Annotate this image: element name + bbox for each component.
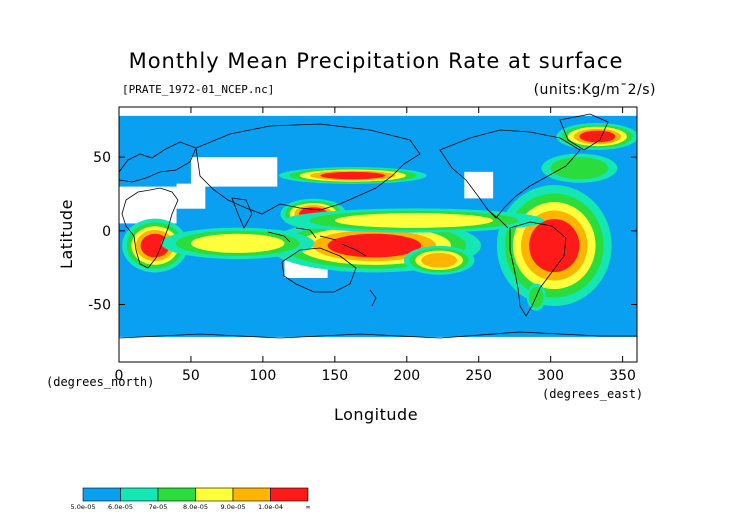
- region-north-atlantic: [541, 153, 618, 183]
- contour-level-3: [334, 213, 494, 228]
- coastline-south-america: [509, 221, 567, 317]
- region-indian-ocean: [161, 227, 315, 260]
- missing-sahara: [119, 186, 177, 224]
- chart-subtitle: [PRATE_1972-01_NCEP.nc]: [122, 83, 274, 96]
- colorbar-label: 1.0e-04: [258, 503, 283, 511]
- colorbar-swatch: [195, 487, 234, 502]
- y-tick-label: -50: [88, 298, 111, 314]
- contour-level-5: [327, 233, 422, 258]
- contour-level-4: [421, 252, 458, 268]
- x-tick-label: 200: [393, 368, 420, 384]
- x-tick-label: 50: [182, 368, 200, 384]
- colorbar-label: 7e-05: [149, 503, 168, 511]
- region-north-atlantic-storm-track: [556, 123, 637, 150]
- y-axis: 50 0 -50: [88, 150, 637, 314]
- x-tick-label: 300: [537, 368, 564, 384]
- y-unit-label: (degrees_north): [46, 375, 154, 389]
- colorbar-label: 8.0e-05: [183, 503, 208, 511]
- coastline-africa: [121, 187, 179, 269]
- x-tick-label: 100: [250, 368, 277, 384]
- x-axis-label: Longitude: [334, 405, 418, 424]
- plot-frame: [118, 106, 638, 363]
- colorbar: 5.0e-05 6.0e-05 7e-05 8.0e-05 9.0e-05 1.0e-04…: [71, 487, 311, 511]
- colorbar-swatch: [120, 487, 159, 502]
- x-tick-label: 350: [609, 368, 636, 384]
- precipitation-field-layer: [122, 123, 637, 311]
- x-unit-label: (degrees_east): [542, 387, 643, 401]
- coastline-new-zealand: [369, 289, 377, 307]
- coastline-north-america: [439, 129, 581, 219]
- region-southern-africa: [122, 218, 188, 273]
- colorbar-label: 5.0e-05: [71, 503, 96, 511]
- x-tick-label: 0: [115, 368, 124, 384]
- colorbar-label: 9.0e-05: [221, 503, 246, 511]
- contour-level-5: [320, 171, 386, 180]
- colorbar-label: 6.0e-05: [108, 503, 133, 511]
- x-tick-label: 150: [321, 368, 348, 384]
- region-north-pacific-storm-track: [279, 167, 427, 184]
- missing-antarctica: [119, 336, 637, 362]
- coastline-indonesia: [267, 227, 367, 257]
- missing-central-asia: [190, 157, 278, 187]
- x-axis: 0 50 100 150 200 250 300 350: [115, 107, 636, 384]
- coastline-india: [231, 197, 253, 229]
- region-amazon-basin: [496, 185, 612, 307]
- contour-level-2: [550, 157, 609, 180]
- y-tick-label: 0: [102, 224, 111, 240]
- chart-title: Monthly Mean Precipitation Rate at surfa…: [129, 49, 624, 73]
- missing-southwest-us: [464, 171, 494, 199]
- colorbar-label: ∞: [305, 503, 310, 511]
- y-axis-label: Latitude: [57, 199, 76, 269]
- units-label: (units:Kg/m¯2/s): [534, 82, 656, 98]
- contour-level-5: [140, 233, 170, 258]
- contour-level-5: [579, 130, 616, 143]
- contour-level-3: [190, 233, 285, 253]
- coastline-australia: [281, 247, 357, 293]
- plot-area: [119, 107, 637, 362]
- colorbar-swatch: [270, 487, 309, 502]
- colorbar-swatch: [82, 487, 121, 502]
- region-south-pacific-convergence-zone: [403, 245, 475, 275]
- y-tick-label: 50: [93, 150, 111, 166]
- coastline-greenland: [559, 113, 609, 151]
- missing-arctic: [119, 107, 637, 116]
- coastline-central-america: [487, 209, 509, 229]
- colorbar-swatch: [157, 487, 196, 502]
- x-tick-label: 250: [465, 368, 492, 384]
- region-itcz-pacific: [284, 208, 544, 233]
- contour-level-5: [529, 219, 580, 273]
- coastline-antarctica: [119, 331, 637, 339]
- colorbar-swatch: [232, 487, 271, 502]
- missing-arabia: [176, 183, 206, 209]
- coastline-layer: [119, 113, 637, 339]
